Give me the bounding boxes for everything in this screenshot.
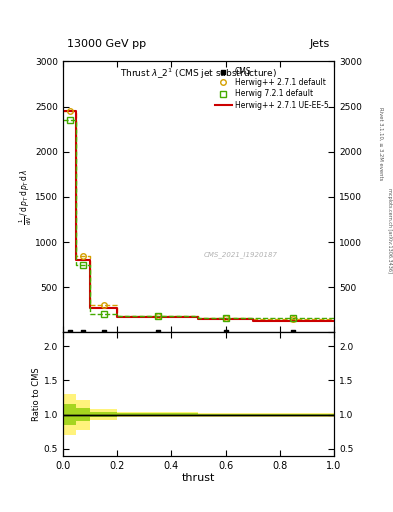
Text: CMS_2021_I1920187: CMS_2021_I1920187 [204, 251, 278, 259]
Herwig 7.2.1 default [101, 311, 106, 317]
CMS [222, 328, 229, 336]
Herwig++ 2.7.1 UE-EE-5 [250, 317, 255, 324]
CMS [290, 328, 297, 336]
X-axis label: thrust: thrust [182, 473, 215, 483]
Herwig++ 2.7.1 UE-EE-5 [332, 317, 336, 324]
Text: Jets: Jets [310, 38, 330, 49]
Herwig++ 2.7.1 default [101, 302, 106, 308]
CMS [80, 328, 86, 336]
Text: Thrust $\lambda\_2^1$ (CMS jet substructure): Thrust $\lambda\_2^1$ (CMS jet substruct… [120, 67, 277, 81]
Herwig++ 2.7.1 default [156, 313, 160, 319]
Herwig++ 2.7.1 UE-EE-5 [88, 257, 92, 263]
Herwig++ 2.7.1 default [81, 252, 86, 259]
Herwig++ 2.7.1 UE-EE-5 [74, 108, 79, 114]
Herwig++ 2.7.1 default [291, 316, 296, 322]
CMS [66, 328, 73, 336]
Herwig++ 2.7.1 UE-EE-5 [196, 314, 201, 320]
Herwig++ 2.7.1 UE-EE-5 [115, 314, 119, 320]
Legend: CMS, Herwig++ 2.7.1 default, Herwig 7.2.1 default, Herwig++ 2.7.1 UE-EE-5: CMS, Herwig++ 2.7.1 default, Herwig 7.2.… [213, 65, 330, 111]
Line: Herwig 7.2.1 default: Herwig 7.2.1 default [67, 117, 296, 321]
Text: Rivet 3.1.10, ≥ 3.2M events: Rivet 3.1.10, ≥ 3.2M events [379, 106, 384, 180]
Herwig 7.2.1 default [223, 314, 228, 321]
Herwig++ 2.7.1 UE-EE-5 [61, 108, 65, 114]
CMS [101, 328, 107, 336]
Herwig++ 2.7.1 UE-EE-5 [115, 305, 119, 311]
Herwig++ 2.7.1 UE-EE-5 [74, 257, 79, 263]
Text: mcplots.cern.ch [arXiv:1306.3436]: mcplots.cern.ch [arXiv:1306.3436] [387, 188, 391, 273]
CMS [155, 328, 161, 336]
Herwig++ 2.7.1 UE-EE-5 [88, 305, 92, 311]
Herwig++ 2.7.1 default [67, 108, 72, 114]
Herwig++ 2.7.1 UE-EE-5 [250, 316, 255, 323]
Herwig++ 2.7.1 default [223, 314, 228, 321]
Herwig 7.2.1 default [156, 313, 160, 319]
Herwig++ 2.7.1 UE-EE-5 [196, 316, 201, 323]
Line: Herwig++ 2.7.1 default: Herwig++ 2.7.1 default [67, 109, 296, 322]
Y-axis label: $\frac{1}{\mathrm{d}N}\,/\,\mathrm{d}\,p_T\,\mathrm{d}\,p_T\,\mathrm{d}\,\lambda: $\frac{1}{\mathrm{d}N}\,/\,\mathrm{d}\,p… [17, 169, 34, 225]
Text: 13000 GeV pp: 13000 GeV pp [67, 38, 146, 49]
Herwig 7.2.1 default [291, 315, 296, 322]
Line: Herwig++ 2.7.1 UE-EE-5: Herwig++ 2.7.1 UE-EE-5 [63, 111, 334, 321]
Y-axis label: Ratio to CMS: Ratio to CMS [32, 367, 41, 421]
Herwig 7.2.1 default [81, 262, 86, 268]
Herwig 7.2.1 default [67, 117, 72, 123]
